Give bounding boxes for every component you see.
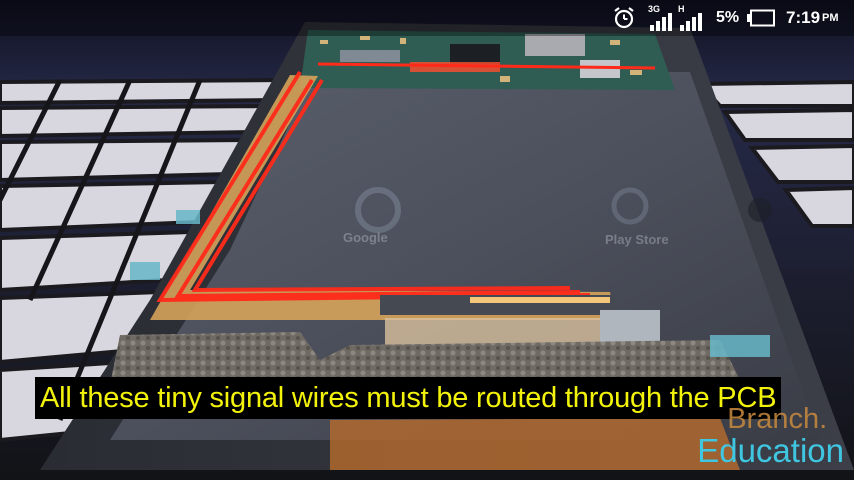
clock-time: 7:19 — [786, 8, 821, 27]
network-label-h: H — [678, 4, 685, 14]
battery-percent: 5% — [716, 9, 740, 26]
network-label-3g: 3G — [648, 4, 661, 14]
screen-label-google: Google — [343, 230, 388, 245]
battery-low-icon — [746, 0, 776, 36]
branch-education-watermark: Branch. Education — [697, 404, 844, 468]
signal-h-icon: H — [678, 0, 704, 36]
clock-ampm: PM — [822, 12, 839, 24]
status-clock: 7:19 PM — [786, 0, 839, 36]
watermark-education: Education — [697, 432, 844, 469]
subtitle-caption: All these tiny signal wires must be rout… — [35, 377, 782, 419]
watermark-branch: Branch. — [727, 403, 828, 435]
screen-label-play-store: Play Store — [605, 232, 669, 247]
alarm-clock-icon — [612, 0, 638, 36]
status-bar: 3G H 5% 7:19 PM — [0, 0, 854, 36]
signal-3g-icon: 3G — [648, 0, 674, 36]
